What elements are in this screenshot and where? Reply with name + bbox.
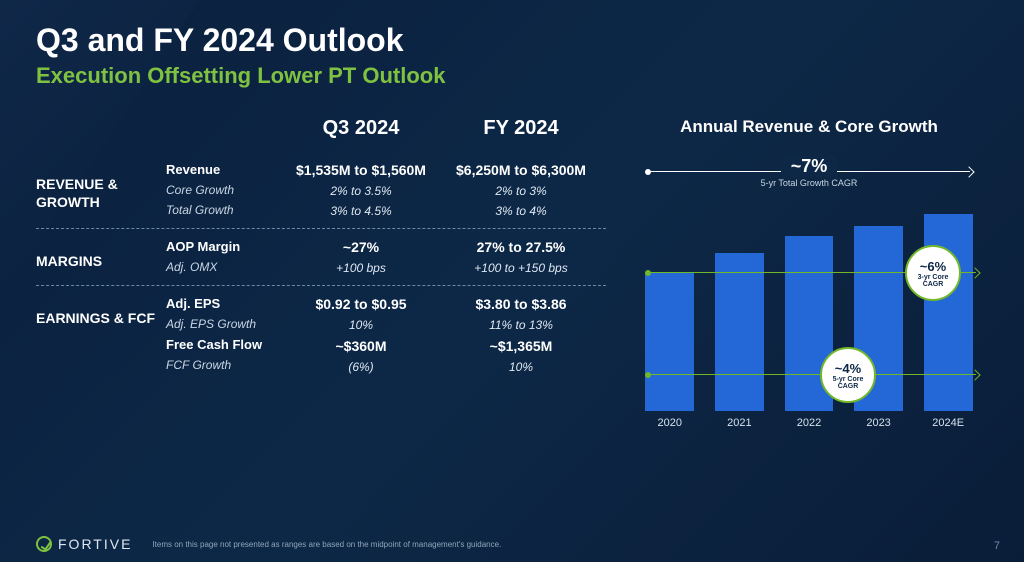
chart-top-sub: 5-yr Total Growth CAGR <box>761 178 858 188</box>
chart-title: Annual Revenue & Core Growth <box>630 117 988 137</box>
metric-name: Revenue <box>166 162 281 177</box>
chart-badge: ~4%5-yr Core CAGR <box>820 347 876 403</box>
bar-label: 2020 <box>658 417 682 429</box>
brand-text: FORTIVE <box>58 536 132 552</box>
group-label: REVENUE & GROWTH <box>36 162 166 211</box>
chart-bar <box>924 214 973 411</box>
metric-name: Adj. EPS Growth <box>166 317 281 331</box>
outlook-table: Q3 2024 FY 2024 REVENUE & GROWTHRevenue C… <box>36 117 606 447</box>
bar-label: 2022 <box>797 417 821 429</box>
metric-name: Adj. OMX <box>166 260 281 274</box>
col-header-q3: Q3 2024 <box>281 117 441 140</box>
metric-fy: $3.80 to $3.86 <box>441 296 601 312</box>
chart-top-label: ~7% <box>781 156 838 177</box>
metric-fy: +100 to +150 bps <box>441 261 601 275</box>
metric-fy: 27% to 27.5% <box>441 239 601 255</box>
metric-fy: $6,250M to $6,300M <box>441 162 601 178</box>
logo-icon <box>36 536 52 552</box>
chart-bar <box>715 253 764 411</box>
footer: FORTIVE Items on this page not presented… <box>36 536 988 552</box>
metric-q3: ~$360M <box>281 338 441 354</box>
bar-label: 2021 <box>727 417 751 429</box>
page-number: 7 <box>994 540 1000 552</box>
metric-q3: $1,535M to $1,560M <box>281 162 441 178</box>
footnote: Items on this page not presented as rang… <box>152 540 501 549</box>
metric-q3: +100 bps <box>281 261 441 275</box>
metric-q3: $0.92 to $0.95 <box>281 296 441 312</box>
metric-q3: ~27% <box>281 239 441 255</box>
slide-title: Q3 and FY 2024 Outlook <box>36 22 988 59</box>
metric-q3: 10% <box>281 318 441 332</box>
metric-q3: 3% to 4.5% <box>281 204 441 218</box>
metric-name: Total Growth <box>166 203 281 217</box>
metric-name: FCF Growth <box>166 358 281 372</box>
group-label: MARGINS <box>36 239 166 271</box>
metric-fy: ~$1,365M <box>441 338 601 354</box>
bar-label: 2023 <box>866 417 890 429</box>
metric-name: Core Growth <box>166 183 281 197</box>
metric-fy: 2% to 3% <box>441 184 601 198</box>
chart-bar <box>645 273 694 411</box>
slide-subtitle: Execution Offsetting Lower PT Outlook <box>36 63 988 89</box>
bar-label: 2024E <box>932 417 964 429</box>
metric-name: Adj. EPS <box>166 296 281 311</box>
chart-badge: ~6%3-yr Core CAGR <box>905 245 961 301</box>
metric-fy: 3% to 4% <box>441 204 601 218</box>
chart-area: Annual Revenue & Core Growth ~7% 5-yr To… <box>630 117 988 447</box>
brand-logo: FORTIVE <box>36 536 132 552</box>
metric-q3: 2% to 3.5% <box>281 184 441 198</box>
metric-fy: 10% <box>441 360 601 374</box>
col-header-fy: FY 2024 <box>441 117 601 140</box>
group-label: EARNINGS & FCF <box>36 296 166 328</box>
metric-name: AOP Margin <box>166 239 281 254</box>
chart-reference-line <box>648 374 976 375</box>
metric-fy: 11% to 13% <box>441 318 601 332</box>
metric-name: Free Cash Flow <box>166 337 281 352</box>
metric-q3: (6%) <box>281 360 441 374</box>
